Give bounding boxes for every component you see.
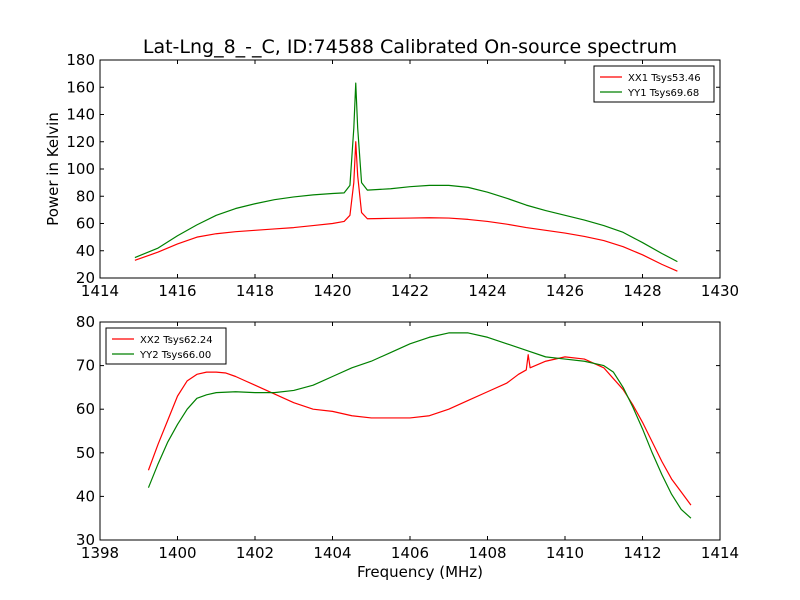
top-series-1-line <box>134 141 678 272</box>
top-y-tick-label: 60 <box>76 215 95 233</box>
bottom-x-tick-label: 1406 <box>391 544 429 562</box>
bottom-x-tick-label: 1400 <box>158 544 196 562</box>
bottom-x-tick-label: 1414 <box>701 544 739 562</box>
top-y-axis-label: Power in Kelvin <box>44 112 62 226</box>
top-y-tick-label: 100 <box>66 160 95 178</box>
bottom-y-tick-label: 40 <box>76 487 95 505</box>
top-y-tick-label: 80 <box>76 187 95 205</box>
bottom-y-tick-label: 60 <box>76 400 95 418</box>
top-legend-label-2: YY1 Tsys69.68 <box>627 88 699 99</box>
figure-title: Lat-Lng_8_-_C, ID:74588 Calibrated On-so… <box>143 36 677 58</box>
bottom-series-1-line <box>147 354 692 506</box>
bottom-x-axis-label: Frequency (MHz) <box>357 563 483 581</box>
bottom-spectrum-plot: 1398 1400 1402 1404 1406 1408 1410 1412 1414 30 40… <box>76 313 739 581</box>
top-x-tick-label: 1422 <box>391 282 429 300</box>
top-spectrum-plot: 1414 1416 1418 1420 1422 1424 1426 1428 1430 20 40… <box>44 51 739 300</box>
bottom-x-tick-label: 1398 <box>81 544 119 562</box>
bottom-y-tick-label: 70 <box>76 357 95 375</box>
top-y-tick-label: 40 <box>76 242 95 260</box>
top-legend: XX1 Tsys53.46 YY1 Tsys69.68 <box>593 65 715 103</box>
top-x-tick-label: 1418 <box>236 282 274 300</box>
top-x-tick-label: 1428 <box>623 282 661 300</box>
top-series-2-line <box>134 82 678 263</box>
top-legend-box <box>593 65 715 103</box>
bottom-legend-box <box>105 327 227 365</box>
top-legend-label-1: XX1 Tsys53.46 <box>628 73 701 84</box>
bottom-legend-label-1: XX2 Tsys62.24 <box>140 335 213 346</box>
bottom-x-tick-label: 1410 <box>546 544 584 562</box>
top-y-tick-label: 180 <box>66 51 95 69</box>
top-y-tick-label: 140 <box>66 106 95 124</box>
top-y-tick-label: 160 <box>66 78 95 96</box>
top-x-tick-label: 1426 <box>546 282 584 300</box>
top-x-tick-label: 1420 <box>313 282 351 300</box>
top-x-tick-label: 1416 <box>158 282 196 300</box>
bottom-y-tick-label: 80 <box>76 313 95 331</box>
bottom-x-tick-label: 1408 <box>468 544 506 562</box>
bottom-y-tick-label: 30 <box>76 531 95 549</box>
top-y-tick-label: 120 <box>66 133 95 151</box>
top-y-tick-label: 20 <box>76 269 95 287</box>
top-x-tick-label: 1430 <box>701 282 739 300</box>
bottom-x-tick-label: 1412 <box>623 544 661 562</box>
bottom-y-tick-label: 50 <box>76 444 95 462</box>
bottom-x-tick-label: 1404 <box>313 544 351 562</box>
bottom-series-2-line <box>147 332 692 519</box>
bottom-legend: XX2 Tsys62.24 YY2 Tsys66.00 <box>105 327 227 365</box>
top-x-tick-label: 1424 <box>468 282 506 300</box>
bottom-legend-label-2: YY2 Tsys66.00 <box>139 350 211 361</box>
top-x-tick-label: 1414 <box>81 282 119 300</box>
bottom-x-tick-label: 1402 <box>236 544 274 562</box>
